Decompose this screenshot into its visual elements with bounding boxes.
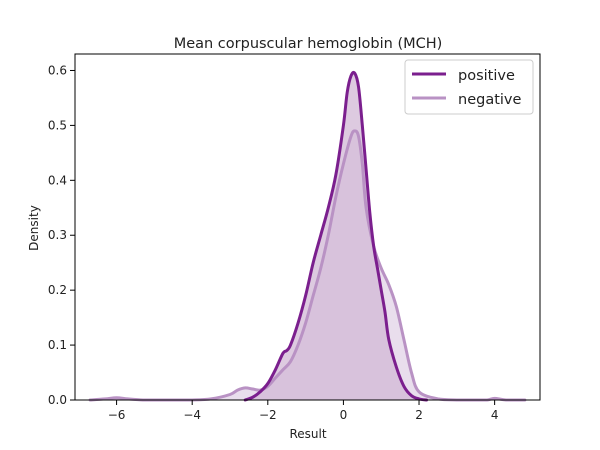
x-tick-label: −6 xyxy=(108,408,126,422)
y-axis-label: Density xyxy=(27,205,41,251)
y-tick-label: 0.3 xyxy=(48,228,67,242)
x-tick-label: −4 xyxy=(183,408,201,422)
x-tick-label: 0 xyxy=(340,408,348,422)
x-tick-label: 4 xyxy=(491,408,499,422)
legend-label-positive: positive xyxy=(458,68,515,84)
y-tick-label: 0.5 xyxy=(48,118,67,132)
y-axis-ticks: 0.0 0.1 0.2 0.3 0.4 0.5 0.6 xyxy=(48,63,75,407)
series-layer xyxy=(88,70,527,402)
legend: positive negative xyxy=(404,59,534,115)
y-tick-label: 0.1 xyxy=(48,338,67,352)
chart-title: Mean corpuscular hemoglobin (MCH) xyxy=(174,36,443,52)
y-tick-label: 0.2 xyxy=(48,283,67,297)
legend-label-negative: negative xyxy=(458,92,521,108)
x-tick-label: −2 xyxy=(259,408,277,422)
y-tick-label: 0.0 xyxy=(48,393,67,407)
y-tick-label: 0.6 xyxy=(48,63,67,77)
x-tick-label: 2 xyxy=(415,408,423,422)
density-line-positive xyxy=(243,70,429,402)
plot-frame xyxy=(74,53,541,401)
x-axis-ticks: −6 −4 −2 0 2 4 xyxy=(108,400,499,422)
y-tick-label: 0.4 xyxy=(48,173,67,187)
density-fill-positive xyxy=(245,72,427,401)
x-axis-label: Result xyxy=(289,427,326,441)
